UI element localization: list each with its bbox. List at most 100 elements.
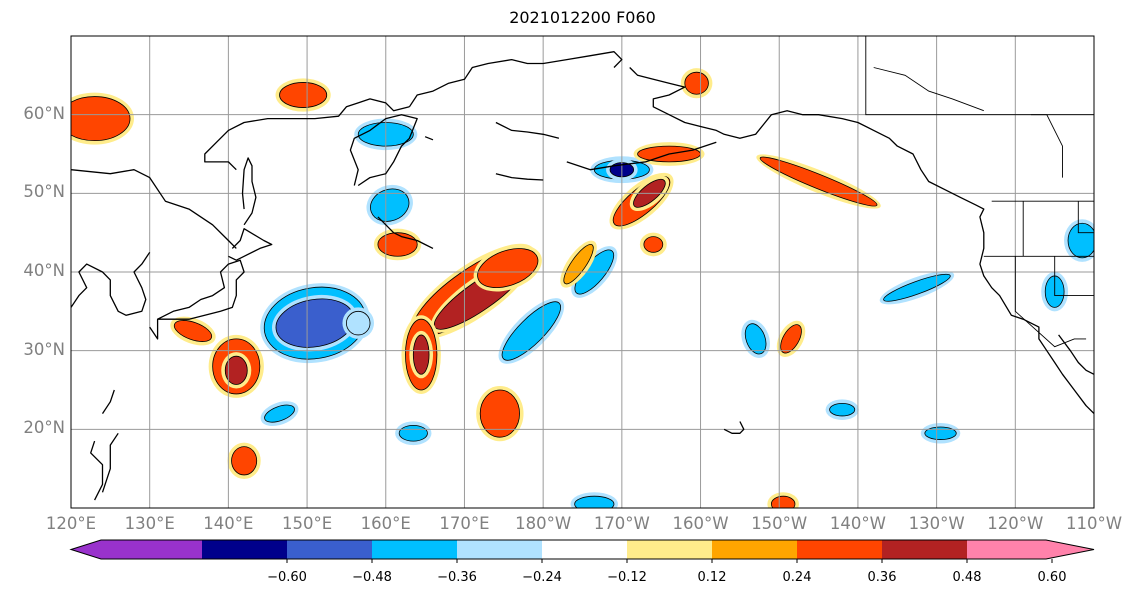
anomaly-feature: [770, 495, 796, 508]
anomaly-feature: [264, 404, 295, 423]
anomaly-feature: [684, 71, 709, 95]
colorbar-bin: [287, 540, 372, 559]
coastline: [149, 259, 245, 340]
coastline: [101, 432, 119, 493]
coastline: [377, 216, 434, 249]
coastline: [228, 228, 273, 261]
colorbar-tick-label: 0.60: [1037, 570, 1067, 585]
coastline: [495, 173, 544, 181]
colorbar-tick-label: 0.36: [867, 570, 897, 585]
anomaly-feature: [377, 232, 418, 257]
anomaly-feature: [924, 426, 957, 440]
anomaly-feature: [231, 446, 258, 476]
lat-tick-label: 20°N: [23, 418, 65, 438]
lon-tick-label: 150°W: [751, 514, 808, 533]
colorbar: [69, 539, 1095, 563]
anomaly-feature: [759, 156, 878, 207]
border-line: [873, 67, 984, 112]
coastline: [204, 98, 410, 171]
anomaly-feature: [370, 188, 410, 222]
border-line: [1031, 114, 1063, 178]
colorbar-tick-label: −0.24: [522, 570, 562, 585]
colorbar-bin: [797, 540, 882, 559]
colorbar-bin: [202, 540, 287, 559]
lon-tick-label: 150°E: [281, 514, 333, 533]
coastline: [408, 51, 623, 108]
coastline: [424, 136, 434, 141]
lon-tick-label: 170°E: [439, 514, 490, 533]
lat-tick-label: 30°N: [23, 339, 65, 359]
anomaly-layer: [71, 68, 1094, 508]
colorbar-tick-label: −0.36: [437, 570, 477, 585]
colorbar-tick-label: 0.48: [952, 570, 982, 585]
anomaly-feature: [412, 334, 430, 375]
coastline: [723, 421, 745, 434]
anomaly-feature: [643, 236, 664, 253]
lon-tick-label: 140°W: [829, 514, 886, 533]
anomaly-feature: [279, 82, 328, 108]
colorbar-bin: [542, 540, 627, 559]
anomaly-feature: [563, 243, 594, 285]
anomaly-feature: [744, 323, 767, 355]
lon-tick-label: 180°W: [515, 514, 572, 533]
lon-tick-label: 110°W: [1065, 514, 1123, 533]
coastline: [349, 114, 418, 187]
anomaly-feature: [346, 310, 371, 336]
colorbar-tick-label: −0.48: [352, 570, 392, 585]
coastline: [90, 440, 104, 501]
lon-tick-label: 140°E: [203, 514, 254, 533]
colorbar-extend-high: [967, 540, 1094, 559]
coastline: [101, 389, 115, 414]
coastline: [566, 141, 717, 171]
colorbar-tick-label: −0.60: [267, 570, 307, 585]
gridlines: [71, 36, 1094, 508]
lat-tick-label: 60°N: [23, 103, 65, 123]
anomaly-feature: [829, 402, 856, 417]
lon-tick-label: 160°E: [360, 514, 411, 533]
map-frame: [70, 35, 1095, 509]
map-title: 2021012200 F060: [509, 8, 656, 27]
coastline: [629, 67, 1094, 415]
lon-tick-label: 160°W: [672, 514, 729, 533]
coastline: [71, 251, 151, 316]
coastlines: [71, 51, 1094, 501]
colorbar-tick-label: 0.12: [697, 570, 727, 585]
colorbar-bin: [712, 540, 797, 559]
lon-tick-label: 130°W: [908, 514, 965, 533]
anomaly-feature: [479, 389, 520, 438]
colorbar-tick-label: 0.24: [782, 570, 812, 585]
lon-tick-label: 170°W: [593, 514, 650, 533]
coastline: [241, 157, 257, 226]
anomaly-feature: [574, 495, 615, 508]
anomaly-feature: [173, 320, 213, 342]
anomaly-feature: [71, 96, 131, 142]
anomaly-feature: [501, 301, 561, 361]
border-line: [1014, 256, 1087, 348]
colorbar-bin: [627, 540, 712, 559]
anomaly-feature: [1067, 222, 1094, 259]
anomaly-feature: [398, 424, 428, 442]
anomaly-feature: [477, 248, 539, 288]
anomaly-feature: [883, 273, 951, 302]
lat-tick-label: 40°N: [23, 261, 65, 280]
lat-tick-label: 50°N: [23, 182, 65, 202]
border-line: [1077, 201, 1094, 234]
colorbar-outline: [69, 539, 1095, 560]
lon-tick-label: 130°E: [124, 514, 175, 533]
coastline: [71, 169, 237, 249]
coastline: [1058, 334, 1094, 375]
colorbar-tick-label: −0.12: [607, 570, 647, 585]
border-line: [865, 36, 1094, 116]
anomaly-feature: [780, 324, 802, 354]
colorbar-bin: [882, 540, 967, 559]
border-line: [1054, 256, 1094, 297]
lon-tick-label: 120°E: [45, 514, 97, 533]
lon-tick-label: 120°W: [987, 514, 1044, 533]
colorbar-bin: [457, 540, 542, 559]
coastline: [495, 121, 560, 139]
country-borders: [865, 36, 1094, 348]
colorbar-bin: [372, 540, 457, 559]
colorbar-extend-low: [71, 540, 202, 559]
anomaly-feature: [224, 355, 248, 385]
